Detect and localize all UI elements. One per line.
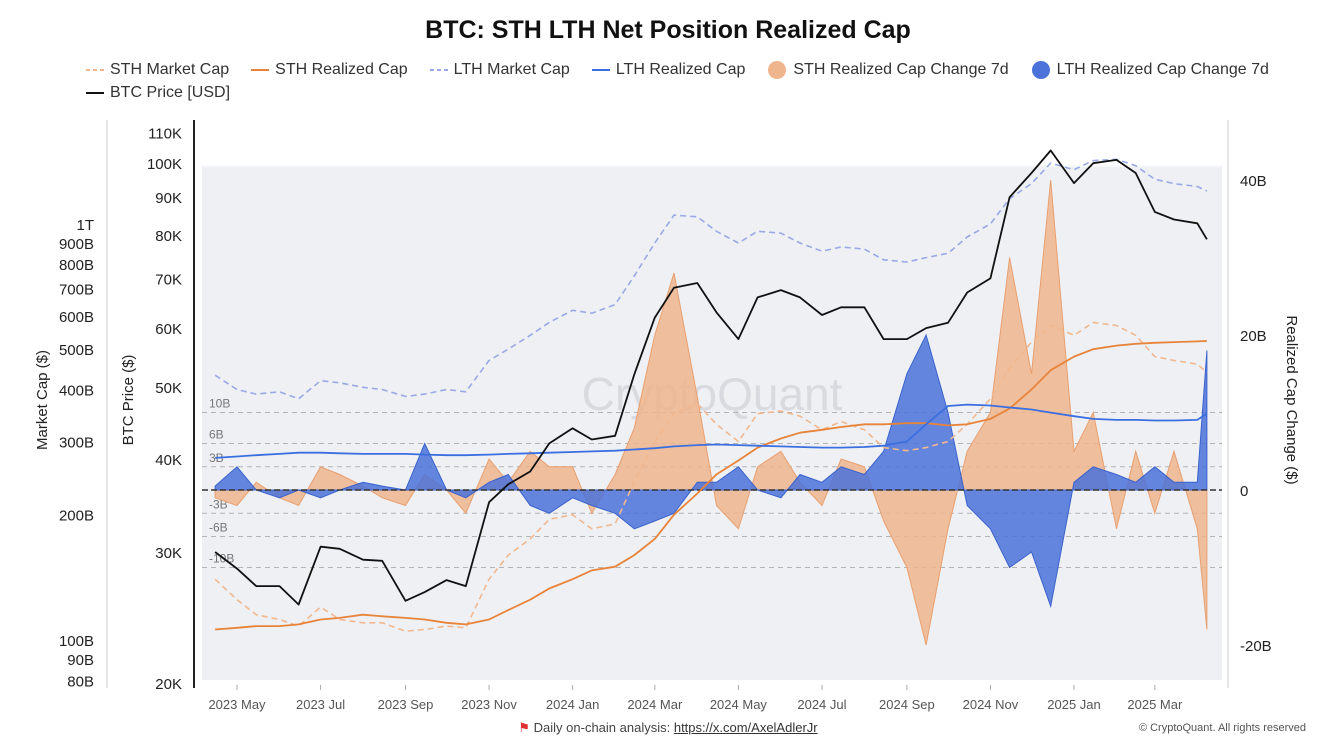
watermark: CryptoQuant [582,368,843,420]
x-tick: 2024 Jul [797,697,846,712]
legend-label: LTH Realized Cap [615,61,746,78]
ref-line-label: -6B [209,521,228,535]
price-tick: 70K [155,271,182,288]
legend-sth-market-cap[interactable]: STH Market Cap [86,61,229,79]
circle-icon [768,61,787,79]
price-tick: 20K [155,676,182,693]
x-tick: 2024 May [710,697,768,712]
line-icon [86,92,104,94]
market-cap-tick: 1T [76,217,94,234]
x-tick: 2024 Jan [546,697,600,712]
price-tick: 100K [147,156,182,173]
footer: ⚑ Daily on-chain analysis: https://x.com… [0,720,1336,736]
x-tick: 2025 Jan [1047,697,1101,712]
chart-title: BTC: STH LTH Net Position Realized Cap [425,16,911,44]
line-lth-market-cap [214,158,1208,400]
ref-line-label: 10B [209,397,230,411]
price-tick: 80K [155,228,182,245]
x-tick: 2023 Sep [378,697,434,712]
circle-icon [1031,61,1050,79]
dashed-line-icon [86,69,104,71]
line-sth-market-cap [214,321,1208,632]
price-tick: 90K [155,190,182,207]
line-lth-realized-cap [215,403,1208,459]
ref-line-label: 6B [209,428,224,442]
market-cap-tick: 90B [67,652,94,669]
x-tick: 2024 Nov [963,697,1019,712]
market-cap-tick: 400B [59,382,94,399]
legend-label: STH Realized Cap [275,61,408,78]
price-axis-label: BTC Price ($) [120,355,137,446]
x-tick: 2024 Sep [879,697,935,712]
legend-lth-realized-cap[interactable]: LTH Realized Cap [591,61,746,79]
line-sth-realized-cap [215,340,1207,631]
change-tick: 40B [1240,173,1267,190]
copyright: © CryptoQuant. All rights reserved [1138,722,1306,734]
price-tick: 30K [155,545,182,562]
change-tick: -20B [1240,638,1272,655]
price-tick: 110K [148,125,182,142]
legend-sth-realized-cap[interactable]: STH Realized Cap [251,61,408,79]
legend-label: STH Market Cap [110,61,230,78]
legend-sth-change[interactable]: STH Realized Cap Change 7d [767,60,1009,80]
line-icon [591,69,610,71]
footer-link[interactable]: https://x.com/AxelAdlerJr [673,720,818,735]
legend-row-1: STH Market Cap STH Realized Cap LTH Mark… [86,60,1291,80]
price-tick: 60K [155,321,182,338]
x-tick: 2025 Mar [1127,697,1183,712]
area-lth-realized-cap-change-7d [214,333,1208,609]
footer-text: Daily on-chain analysis: [533,720,674,735]
legend-lth-change[interactable]: LTH Realized Cap Change 7d [1031,60,1269,80]
line-icon [251,69,270,71]
market-cap-tick: 900B [59,236,94,253]
market-cap-tick: 80B [67,673,94,690]
market-cap-tick: 500B [59,342,94,359]
x-tick: 2023 Jul [296,697,345,712]
legend-btc-price[interactable]: BTC Price [USD] [86,84,230,102]
market-cap-tick: 100B [59,633,94,650]
market-cap-tick: 700B [59,281,94,298]
x-tick: 2023 Nov [461,697,517,712]
legend-lth-market-cap[interactable]: LTH Market Cap [429,61,570,79]
x-tick: 2023 May [208,697,266,712]
market-cap-axis-label: Market Cap ($) [34,350,51,450]
legend-row-2: BTC Price [USD] [86,84,252,102]
dashed-line-icon [429,69,448,71]
market-cap-tick: 300B [59,434,94,451]
line-btc-price-usd- [214,149,1208,606]
flag-icon: ⚑ [518,720,531,735]
legend-label: LTH Market Cap [453,61,570,78]
legend-label: LTH Realized Cap Change 7d [1056,61,1269,78]
change-tick: 20B [1240,328,1267,345]
price-tick: 40K [155,452,182,469]
market-cap-tick: 600B [59,309,94,326]
price-tick: 50K [155,380,182,397]
change-axis-label: Realized Cap Change ($) [1283,315,1300,484]
market-cap-tick: 200B [59,508,94,525]
legend-label: STH Realized Cap Change 7d [793,61,1009,78]
legend-label: BTC Price [USD] [110,84,231,101]
market-cap-tick: 800B [59,257,94,274]
x-tick: 2024 Mar [627,697,683,712]
change-tick: 0 [1240,483,1248,500]
